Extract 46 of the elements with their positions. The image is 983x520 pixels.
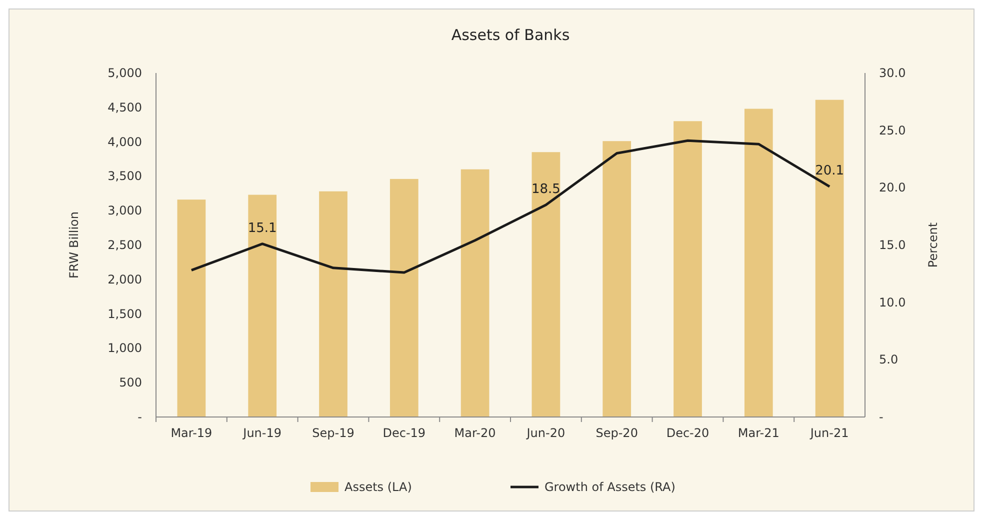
- bar: [602, 141, 632, 417]
- x-tick-label: Mar-21: [738, 426, 780, 440]
- y2-tick-label: 20.0: [879, 180, 906, 195]
- legend-label: Assets (LA): [344, 480, 412, 494]
- x-tick-label: Mar-19: [170, 426, 212, 440]
- y-tick-label: 2,500: [108, 238, 142, 252]
- y2-tick-label: 25.0: [879, 123, 906, 138]
- y-tick-label: 3,000: [108, 204, 142, 218]
- x-tick-label: Jun-20: [526, 426, 566, 440]
- bar: [177, 200, 206, 417]
- y-tick-label: 1,000: [108, 341, 142, 356]
- bar: [390, 178, 418, 417]
- chart-title: Assets of Banks: [451, 26, 570, 44]
- bar: [532, 152, 560, 417]
- y-axis-title: FRW Billion: [67, 212, 81, 278]
- y2-tick-label: 10.0: [879, 295, 906, 310]
- x-tick-label: Mar-20: [454, 426, 496, 440]
- legend-label: Growth of Assets (RA): [544, 480, 676, 494]
- bar: [460, 169, 490, 417]
- y2-tick-label: 5.0: [879, 352, 898, 367]
- y-tick-label: 500: [119, 376, 142, 390]
- bar: [319, 191, 348, 417]
- y-tick-label: -: [138, 410, 142, 424]
- y-tick-label: 5,000: [108, 66, 142, 80]
- bar: [744, 108, 773, 417]
- x-tick-label: Sep-20: [596, 426, 638, 440]
- x-tick-label: Dec-19: [382, 426, 426, 440]
- y-tick-label: 4,500: [108, 100, 142, 114]
- y2-tick-label: -: [879, 410, 884, 424]
- bar: [248, 194, 277, 417]
- data-label: 15.1: [248, 220, 277, 236]
- y-tick-label: 2,000: [108, 272, 142, 286]
- y-tick-label: 1,500: [108, 306, 142, 321]
- y2-tick-label: 15.0: [879, 238, 906, 252]
- y-tick-label: 3,500: [108, 169, 142, 184]
- x-tick-label: Dec-20: [666, 426, 710, 440]
- y-tick-label: 4,000: [108, 134, 142, 149]
- y2-axis-title: Percent: [926, 222, 940, 268]
- y2-tick-label: 30.0: [879, 66, 906, 80]
- data-label: 20.1: [815, 164, 844, 179]
- x-tick-label: Jun-21: [809, 426, 849, 440]
- x-tick-label: Sep-19: [312, 426, 354, 440]
- data-label: 18.5: [531, 182, 560, 197]
- bar: [815, 100, 844, 417]
- x-tick-label: Jun-19: [242, 426, 282, 440]
- bar: [674, 121, 702, 417]
